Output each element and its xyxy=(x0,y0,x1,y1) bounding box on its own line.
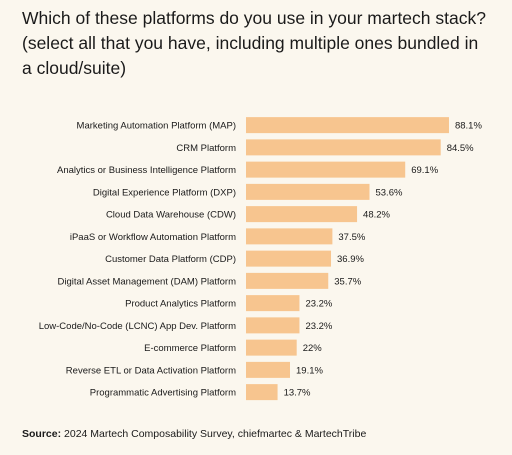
value-label: 53.6% xyxy=(375,187,402,198)
bar xyxy=(246,361,291,378)
category-label: Customer Data Platform (CDP) xyxy=(105,254,236,265)
value-label: 13.7% xyxy=(284,388,311,399)
category-label: Low-Code/No-Code (LCNC) App Dev. Platfor… xyxy=(39,321,236,332)
source-label: Source: xyxy=(22,428,62,440)
value-label: 23.2% xyxy=(305,299,332,310)
category-label: Digital Asset Management (DAM) Platform xyxy=(58,276,237,287)
bar xyxy=(246,183,370,200)
bars-group: Marketing Automation Platform (MAP) 88.1%… xyxy=(39,117,482,401)
category-label: Programmatic Advertising Platform xyxy=(90,388,236,399)
value-label: 19.1% xyxy=(296,365,323,376)
category-label: Digital Experience Platform (DXP) xyxy=(93,187,236,198)
value-label: 37.5% xyxy=(338,232,365,243)
value-label: 69.1% xyxy=(411,165,438,176)
value-label: 22% xyxy=(303,343,323,354)
category-label: Reverse ETL or Data Activation Platform xyxy=(66,365,236,376)
bar xyxy=(246,339,297,356)
bar xyxy=(246,139,441,156)
value-label: 88.1% xyxy=(455,121,482,132)
value-label: 48.2% xyxy=(363,210,390,221)
bar xyxy=(246,250,332,267)
category-label: CRM Platform xyxy=(176,143,236,154)
bar xyxy=(246,228,333,245)
chart-title: Which of these platforms do you use in y… xyxy=(22,8,486,78)
category-label: Marketing Automation Platform (MAP) xyxy=(77,121,236,132)
category-label: Product Analytics Platform xyxy=(125,299,236,310)
value-label: 84.5% xyxy=(447,143,474,154)
bar xyxy=(246,206,358,223)
category-label: iPaaS or Workflow Automation Platform xyxy=(70,232,236,243)
value-label: 23.2% xyxy=(305,321,332,332)
category-label: Cloud Data Warehouse (CDW) xyxy=(106,210,236,221)
source-note: Source: 2024 Martech Composability Surve… xyxy=(22,428,366,440)
category-label: Analytics or Business Intelligence Platf… xyxy=(57,165,236,176)
bar xyxy=(246,272,329,289)
bar xyxy=(246,117,449,134)
category-label: E-commerce Platform xyxy=(144,343,236,354)
value-label: 36.9% xyxy=(337,254,364,265)
bar xyxy=(246,295,300,312)
bar xyxy=(246,317,300,334)
source-text: 2024 Martech Composability Survey, chief… xyxy=(61,428,367,440)
bar xyxy=(246,384,278,401)
bar-chart: Marketing Automation Platform (MAP) 88.1%… xyxy=(39,117,482,401)
bar xyxy=(246,161,406,178)
value-label: 35.7% xyxy=(334,276,361,287)
